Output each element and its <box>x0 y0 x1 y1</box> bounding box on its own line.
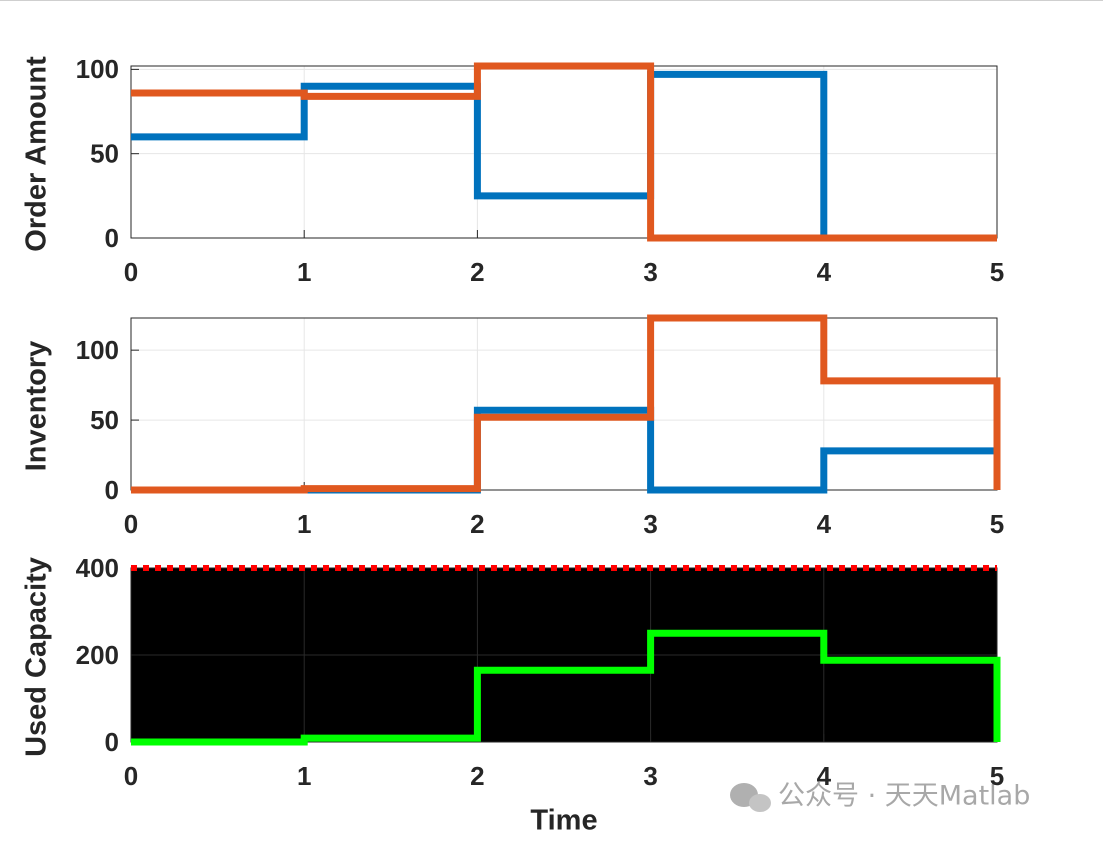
step-line <box>131 70 997 242</box>
step-line <box>131 629 1001 746</box>
y-axis-label: Order Amount <box>21 56 53 252</box>
x-axis-label: Time <box>530 805 597 837</box>
step-line <box>131 314 1001 494</box>
x-tick-label: 4 <box>817 761 832 791</box>
x-tick-label: 3 <box>643 761 657 791</box>
x-tick-label: 1 <box>297 761 311 791</box>
x-tick-label: 4 <box>817 509 832 539</box>
axes-background <box>131 318 997 490</box>
y-tick-label: 100 <box>76 335 119 365</box>
x-tick-label: 3 <box>643 257 657 287</box>
x-tick-label: 2 <box>470 509 484 539</box>
watermark-icon <box>730 783 771 812</box>
y-tick-label: 100 <box>76 54 119 84</box>
y-tick-label: 0 <box>105 223 119 253</box>
x-tick-label: 5 <box>990 761 1004 791</box>
x-tick-label: 2 <box>470 761 484 791</box>
step-line <box>131 62 997 242</box>
x-tick-label: 3 <box>643 509 657 539</box>
x-tick-label: 1 <box>297 509 311 539</box>
y-tick-label: 50 <box>90 139 119 169</box>
y-tick-label: 200 <box>76 640 119 670</box>
x-tick-label: 0 <box>124 257 138 287</box>
y-tick-label: 0 <box>105 475 119 505</box>
watermark: 公众号 · 天天Matlab <box>778 781 1030 812</box>
y-tick-label: 400 <box>76 553 119 583</box>
y-tick-label: 50 <box>90 405 119 435</box>
y-axis-label: Inventory <box>21 341 53 472</box>
x-tick-label: 4 <box>817 257 832 287</box>
x-tick-label: 2 <box>470 257 484 287</box>
x-tick-label: 1 <box>297 257 311 287</box>
x-tick-label: 5 <box>990 509 1004 539</box>
y-axis-label: Used Capacity <box>21 557 53 757</box>
y-tick-label: 0 <box>105 727 119 757</box>
x-tick-label: 0 <box>124 761 138 791</box>
x-tick-label: 5 <box>990 257 1004 287</box>
x-tick-label: 0 <box>124 509 138 539</box>
